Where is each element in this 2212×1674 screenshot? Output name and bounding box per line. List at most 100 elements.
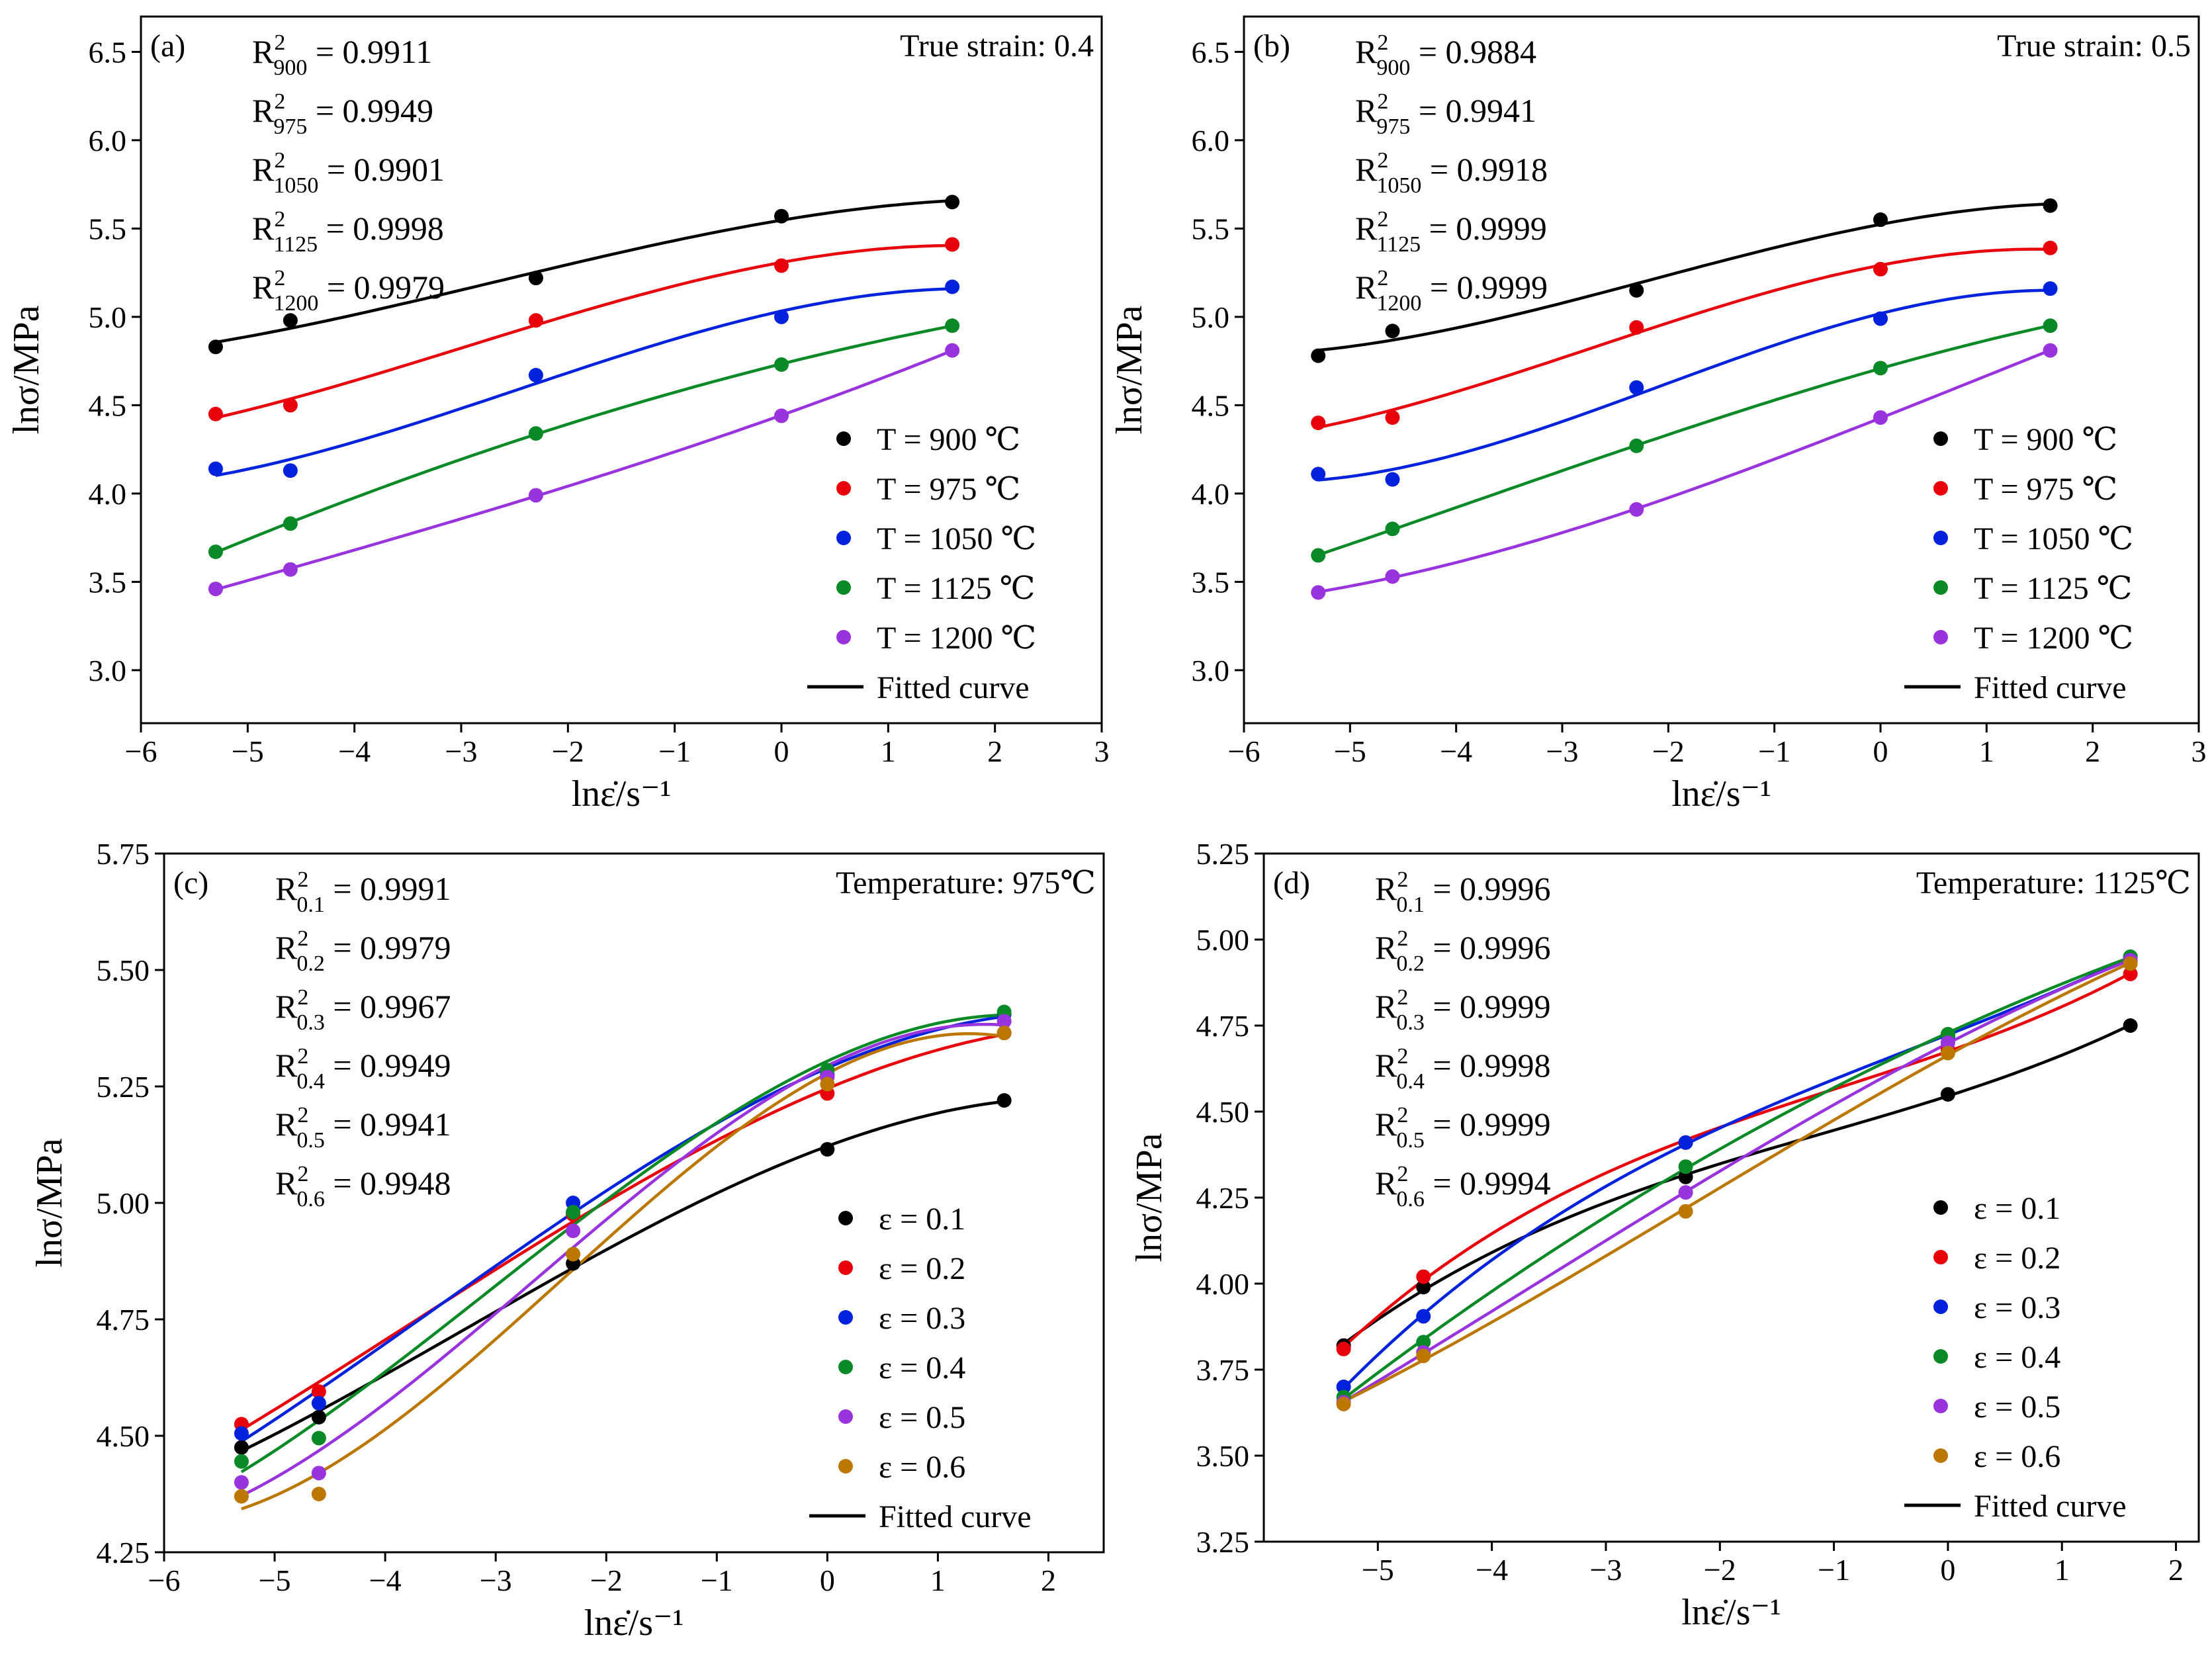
series-2: [1311, 240, 2058, 431]
data-point: [234, 1454, 249, 1469]
x-tick-label: −4: [1440, 734, 1472, 768]
legend-marker: [1933, 580, 1948, 595]
data-point: [566, 1223, 581, 1239]
data-point: [1336, 1341, 1351, 1356]
x-tick-label: 0: [820, 1564, 835, 1597]
fitted-curves: [1317, 202, 2051, 594]
x-tick-label: −2: [590, 1564, 623, 1597]
x-tick-label: 1: [930, 1564, 946, 1597]
x-tick-label: −1: [658, 734, 691, 768]
data-point: [2043, 281, 2058, 296]
y-tick-label: 4.0: [89, 477, 127, 511]
x-tick-label: −3: [1589, 1553, 1622, 1587]
fit-curve-4: [1317, 324, 2051, 556]
r-squared-list: R2 900 = 0.9911 R2 975 = 0.9949 R2 1050 = 0.9…: [252, 30, 445, 316]
data-point: [1385, 324, 1400, 339]
x-tick-label: −3: [445, 734, 478, 768]
fit-curve-5: [1317, 349, 2051, 594]
y-tick-label: 5.0: [1192, 300, 1230, 334]
data-point: [234, 1475, 249, 1490]
r-squared-4: R2 1125 = 0.9998: [252, 207, 444, 257]
legend-marker: [1933, 531, 1948, 545]
data-point: [566, 1247, 581, 1262]
series-5: [208, 343, 960, 597]
r-squared-list: R2 0.1 = 0.9991 R2 0.2 = 0.9979 R2 0.3 = 0.99…: [275, 867, 451, 1211]
data-point: [1629, 283, 1644, 298]
x-tick-label: 3: [1094, 734, 1110, 768]
series-6: [1336, 956, 2138, 1411]
legend-marker: [1933, 1448, 1948, 1463]
fit-curve-6: [241, 1032, 1004, 1511]
data-point: [208, 545, 223, 560]
x-tick-label: −4: [338, 734, 371, 768]
condition-annotation: Temperature: 975℃: [836, 865, 1096, 901]
series-1: [208, 195, 960, 355]
legend-label: ε = 0.4: [879, 1350, 965, 1386]
data-point: [1336, 1380, 1351, 1394]
panel-label: (d): [1273, 865, 1310, 901]
data-point: [1873, 361, 1888, 376]
x-tick-label: 2: [1041, 1564, 1056, 1597]
x-tick-label: −1: [1758, 734, 1791, 768]
legend-label: ε = 0.6: [1974, 1439, 2060, 1474]
legend-marker: [836, 630, 851, 644]
legend-label: T = 975 ℃: [1974, 472, 2117, 507]
fitted-curves: [1343, 955, 2131, 1403]
data-point: [945, 343, 960, 358]
y-tick-label: 3.5: [1192, 565, 1230, 599]
r-squared-3: R2 0.3 = 0.9967: [275, 985, 451, 1035]
series-1: [1311, 198, 2058, 363]
legend-marker: [836, 531, 851, 545]
x-tick-label: −1: [701, 1564, 733, 1597]
data-point: [1385, 569, 1400, 584]
legend-marker: [838, 1459, 853, 1474]
legend-marker: [836, 431, 851, 446]
data-point: [566, 1205, 581, 1220]
data-point: [774, 357, 789, 372]
series-6: [234, 1026, 1012, 1504]
legend-label: ε = 0.1: [1974, 1191, 2060, 1226]
data-point: [528, 488, 543, 503]
data-point: [996, 1014, 1012, 1029]
fit-curve-3: [1343, 955, 2131, 1389]
legend-marker: [838, 1310, 853, 1325]
r-squared-1: R2 0.1 = 0.9991: [275, 867, 451, 917]
legend: T = 900 ℃ T = 975 ℃ T = 1050 ℃ T = 1125 ℃ T …: [1904, 422, 2133, 705]
data-point: [996, 1026, 1012, 1041]
data-point: [1311, 585, 1326, 600]
fit-curve-2: [240, 1033, 1005, 1431]
legend-label: T = 1050 ℃: [877, 521, 1036, 556]
legend-marker: [1933, 1200, 1948, 1215]
y-tick-label: 4.25: [1196, 1181, 1250, 1215]
r-squared-4: R2 1125 = 0.9999: [1355, 207, 1547, 257]
r-squared-5: R2 1200 = 0.9979: [252, 266, 445, 316]
series-3: [208, 279, 960, 478]
legend-label: ε = 0.5: [1974, 1389, 2060, 1425]
x-tick-label: −2: [1652, 734, 1685, 768]
data-point: [1311, 548, 1326, 563]
plot-frame: [140, 15, 1103, 725]
data-point: [283, 516, 298, 531]
panel-a: −6 −5 −4 −3 −2 −1 0 1 2 3 3.0 3.5 4.0 4.5 5.0 5.5 6.0 6.5…: [6, 15, 1110, 815]
x-tick-label: 3: [2191, 734, 2207, 768]
y-tick-label: 4.50: [97, 1419, 150, 1453]
data-point: [1873, 410, 1888, 425]
x-tick-label: 0: [1940, 1553, 1955, 1587]
y-tick-label: 5.00: [1196, 923, 1250, 957]
y-tick-label: 5.25: [97, 1070, 150, 1104]
data-point: [1873, 261, 1888, 277]
data-point: [1311, 348, 1326, 363]
x-tick-label: 1: [881, 734, 896, 768]
data-point: [528, 368, 543, 383]
r-squared-1: R2 0.1 = 0.9996: [1375, 867, 1551, 917]
x-tick-label: −5: [1362, 1553, 1394, 1587]
data-point: [1416, 1269, 1431, 1284]
x-tick-label: −5: [259, 1564, 291, 1597]
data-point: [1416, 1280, 1431, 1295]
x-axis-label: lnε̇/s⁻¹: [1671, 773, 1771, 815]
legend-marker: [838, 1260, 853, 1275]
x-tick-label: −2: [1704, 1553, 1736, 1587]
series-4: [208, 318, 960, 560]
y-tick-label: 5.25: [1196, 837, 1250, 871]
legend-marker: [836, 580, 851, 595]
